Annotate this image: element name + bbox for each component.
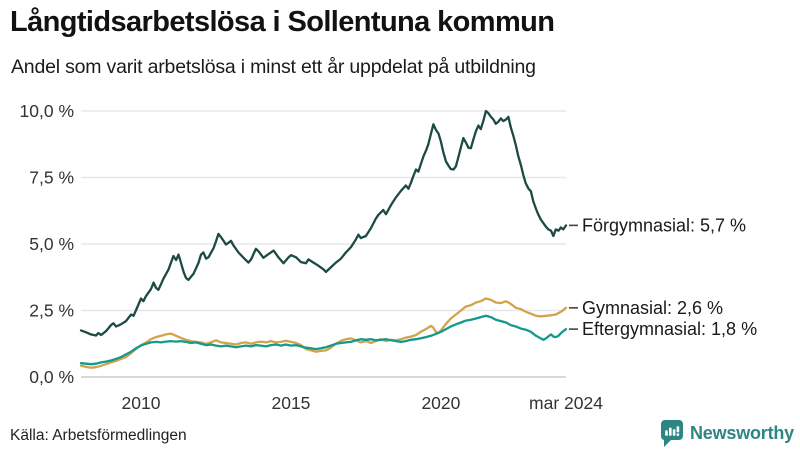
- brand-name: Newsworthy: [689, 422, 794, 443]
- series-line-gymnasial: [79, 297, 568, 369]
- y-axis-tick-label: 5,0 %: [29, 234, 74, 254]
- series-line-eftergymnasial: [79, 314, 568, 366]
- series-end-label-eftergymnasial: Eftergymnasial: 1,8 %: [582, 319, 757, 339]
- y-axis-tick-label: 0,0 %: [29, 367, 74, 387]
- x-axis-tick-label: 2010: [122, 393, 161, 413]
- newsworthy-brand: Newsworthy: [658, 418, 794, 448]
- page-subtitle: Andel som varit arbetslösa i minst ett å…: [11, 56, 536, 78]
- y-axis-tick-label: 2,5 %: [29, 301, 74, 321]
- y-axis-tick-label: 7,5 %: [29, 168, 74, 188]
- page-title: Långtidsarbetslösa i Sollentuna kommun: [10, 6, 555, 38]
- newsworthy-speech-bubble-bars-icon: [660, 420, 683, 447]
- series-end-label-gymnasial: Gymnasial: 2,6 %: [582, 298, 723, 318]
- x-axis-tick-label: 2015: [271, 393, 310, 413]
- source-label: Källa: Arbetsförmedlingen: [10, 427, 187, 444]
- x-axis-tick-label: mar 2024: [529, 393, 603, 413]
- x-axis-tick-label: 2020: [421, 393, 460, 413]
- series-end-label-forgymnasial: Förgymnasial: 5,7 %: [582, 215, 746, 235]
- series-line-forgymnasial: [79, 109, 568, 337]
- y-axis-tick-label: 10,0 %: [20, 101, 74, 121]
